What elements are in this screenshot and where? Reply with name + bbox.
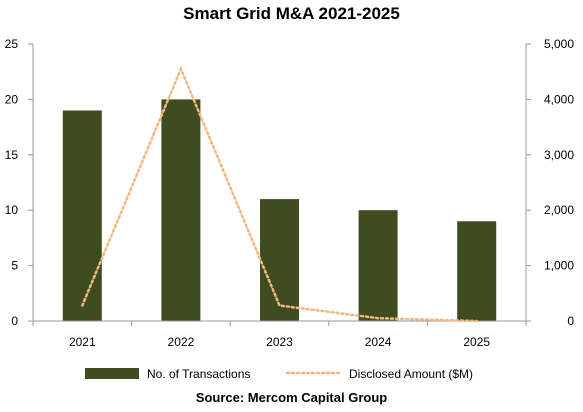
right-tick-label: 1,000 xyxy=(544,259,574,273)
bar-2023 xyxy=(260,199,299,321)
x-tick-label: 2021 xyxy=(69,335,96,349)
x-tick-label: 2022 xyxy=(168,335,195,349)
line-series xyxy=(81,65,478,323)
right-axis-ticks: 0 1,000 2,000 3,000 4,000 5,000 xyxy=(526,37,574,328)
right-tick-label: 5,000 xyxy=(544,37,574,51)
bar-2021 xyxy=(62,110,102,321)
chart-title: Smart Grid M&A 2021-2025 xyxy=(183,4,400,23)
x-axis-ticks: 2021 2022 2023 2024 2025 xyxy=(32,321,527,349)
x-tick-label: 2025 xyxy=(463,335,490,349)
left-tick-label: 10 xyxy=(5,203,19,217)
left-tick-label: 0 xyxy=(11,314,18,328)
left-tick-label: 20 xyxy=(5,92,19,106)
x-tick-label: 2023 xyxy=(266,335,293,349)
legend-label-transactions: No. of Transactions xyxy=(147,367,250,381)
bar-2024 xyxy=(358,210,398,321)
left-tick-label: 25 xyxy=(5,37,19,51)
left-tick-label: 15 xyxy=(5,148,19,162)
bar-series xyxy=(62,99,497,322)
bar-2025 xyxy=(457,221,497,321)
right-tick-label: 3,000 xyxy=(544,148,574,162)
legend: No. of Transactions Disclosed Amount ($M… xyxy=(85,367,473,381)
legend-swatch-transactions xyxy=(85,368,139,379)
bar-2022 xyxy=(161,99,201,322)
right-tick-label: 0 xyxy=(567,314,574,328)
disclosed-amount-line xyxy=(81,65,478,323)
x-tick-label: 2024 xyxy=(365,335,392,349)
right-tick-label: 2,000 xyxy=(544,203,574,217)
left-axis-ticks: 0 5 10 15 20 25 xyxy=(5,37,33,328)
left-tick-label: 5 xyxy=(11,259,18,273)
legend-label-disclosed-amount: Disclosed Amount ($M) xyxy=(349,367,473,381)
chart-source: Source: Mercom Capital Group xyxy=(195,390,388,405)
axes xyxy=(32,44,527,322)
right-tick-label: 4,000 xyxy=(544,92,574,106)
